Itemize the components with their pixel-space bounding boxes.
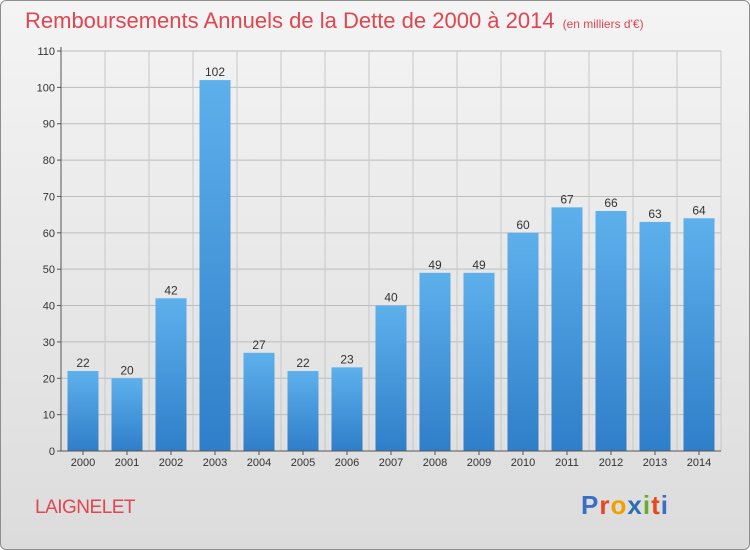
bar-2006: [331, 367, 363, 451]
data-label-2009: 49: [472, 258, 486, 272]
data-label-2013: 63: [648, 207, 662, 221]
logo-letter: i: [660, 490, 669, 520]
logo-letter: P: [581, 490, 600, 520]
y-tick-label: 0: [49, 446, 55, 458]
logo-letter: r: [599, 490, 611, 520]
logo-letter: o: [610, 490, 628, 520]
chart-title-main: Remboursements Annuels de la Dette de 20…: [25, 8, 555, 33]
logo-letter: i: [642, 490, 652, 520]
bar-2007: [375, 305, 407, 451]
y-tick-label: 50: [43, 264, 55, 276]
bar-2008: [419, 272, 451, 451]
data-label-2010: 60: [516, 218, 530, 232]
x-tick-label-2008: 2008: [423, 457, 447, 469]
y-tick-label: 60: [43, 228, 55, 240]
logo-letter: x: [627, 490, 643, 520]
x-tick-label-2006: 2006: [335, 457, 359, 469]
data-label-2008: 49: [428, 258, 442, 272]
x-tick-label-2005: 2005: [291, 457, 315, 469]
bar-2004: [243, 352, 275, 451]
y-tick-label: 80: [43, 155, 55, 167]
x-tick-label-2010: 2010: [511, 457, 535, 469]
x-tick-label-2014: 2014: [687, 457, 711, 469]
data-label-2006: 23: [340, 352, 354, 366]
x-tick-label-2000: 2000: [71, 457, 95, 469]
x-tick-label-2012: 2012: [599, 457, 623, 469]
chart-title-unit: (en milliers d'€): [562, 17, 644, 31]
x-tick-label-2009: 2009: [467, 457, 491, 469]
data-label-2001: 20: [120, 363, 134, 377]
y-tick-label: 30: [43, 337, 55, 349]
y-tick-label: 90: [43, 119, 55, 131]
axes: [57, 47, 721, 455]
bar-2009: [463, 272, 495, 451]
data-label-2007: 40: [384, 291, 398, 305]
x-tick-label-2004: 2004: [247, 457, 271, 469]
bar-2001: [111, 378, 143, 451]
bar-2014: [683, 218, 715, 451]
bar-2005: [287, 371, 319, 451]
bars: [67, 80, 715, 451]
x-tick-label-2003: 2003: [203, 457, 227, 469]
y-tick-label: 70: [43, 191, 55, 203]
bar-2011: [551, 207, 583, 451]
data-label-2005: 22: [296, 356, 310, 370]
y-tick-label: 110: [37, 46, 55, 58]
labels: 0 10 20 30 40 50 60 70 80 90 100 110 22 2000 20 2001 42 2…: [37, 46, 712, 469]
logo-letter: t: [651, 490, 661, 520]
data-label-2002: 42: [164, 283, 178, 297]
y-tick-label: 40: [43, 301, 55, 313]
chart-title: Remboursements Annuels de la Dette de 20…: [25, 8, 644, 34]
bar-2000: [67, 371, 99, 451]
x-tick-label-2007: 2007: [379, 457, 403, 469]
data-label-2012: 66: [604, 196, 618, 210]
bar-2012: [595, 211, 627, 451]
x-tick-label-2001: 2001: [115, 457, 139, 469]
bar-2003: [199, 80, 231, 451]
data-label-2004: 27: [252, 338, 266, 352]
x-tick-label-2013: 2013: [643, 457, 667, 469]
x-tick-label-2011: 2011: [555, 457, 579, 469]
bar-2010: [507, 232, 539, 451]
y-tick-label: 100: [37, 82, 55, 94]
proxiti-logo: Proxiti: [581, 490, 669, 521]
y-tick-label: 20: [43, 373, 55, 385]
place-name: LAIGNELET: [35, 497, 136, 518]
data-label-2014: 64: [692, 203, 706, 217]
y-tick-label: 10: [43, 410, 55, 422]
x-tick-label-2002: 2002: [159, 457, 183, 469]
bar-2002: [155, 298, 187, 451]
data-label-2011: 67: [560, 192, 574, 206]
data-label-2003: 102: [205, 65, 225, 79]
data-label-2000: 22: [76, 356, 90, 370]
bar-2013: [639, 221, 671, 451]
